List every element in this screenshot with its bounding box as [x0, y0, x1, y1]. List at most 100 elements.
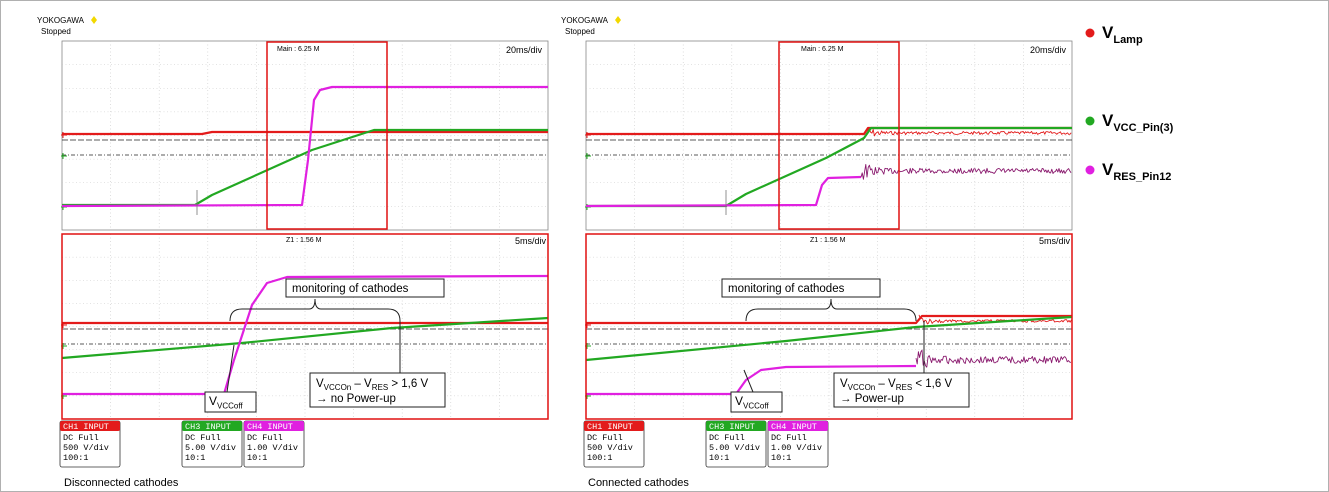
formula-box	[309, 372, 446, 408]
legend-label-main: V	[1102, 160, 1114, 179]
main-trace-res	[61, 85, 548, 208]
main-trace-res	[585, 175, 862, 208]
vccoff-box	[730, 391, 783, 413]
status-label: Stopped	[565, 27, 595, 36]
legend-dot-icon	[1085, 28, 1095, 38]
channel-coupling: DC Full	[185, 433, 221, 443]
formula-s2: RES	[896, 383, 912, 392]
monitoring-brace	[745, 298, 917, 322]
formula-s1: VCCOn	[848, 383, 876, 392]
channel-name: CH1 INPUT	[587, 422, 633, 432]
vccoff-label: VVCCoff	[209, 394, 243, 411]
legend-item-0: VLamp	[1085, 23, 1143, 46]
zoom-timebase: 5ms/div	[1039, 236, 1071, 246]
vccoff-box	[204, 391, 257, 413]
zoom-window-box	[778, 41, 900, 230]
legend-label: VLamp	[1102, 23, 1143, 46]
channel-probe: 10:1	[771, 453, 791, 463]
formula-rel: > 1,6 V	[388, 378, 428, 390]
zoom-window-box	[266, 41, 388, 230]
channel-name: CH3 INPUT	[709, 422, 755, 432]
scope-caption: Disconnected cathodes	[64, 477, 179, 489]
channel-box-header	[706, 421, 766, 431]
main-trace-res-noise	[860, 164, 1072, 180]
brand-label: YOKOGAWA	[561, 16, 609, 25]
formula-mid: – V	[351, 378, 372, 390]
brand-diamond-icon	[615, 16, 621, 24]
main-record-label: Main : 6.25 M	[801, 46, 844, 53]
vccoff-label-main: V	[735, 394, 743, 408]
zoom-timebase: 5ms/div	[515, 236, 547, 246]
zoom-trace-vcc	[585, 315, 1073, 362]
channel-coupling: DC Full	[709, 433, 745, 443]
main-trace-lamp-noise	[865, 127, 1072, 137]
formula-box	[833, 372, 970, 408]
ch3-marker	[61, 153, 67, 159]
monitoring-label: monitoring of cathodes	[292, 283, 409, 295]
zoom-record-label: Z1 : 1.56 M	[286, 237, 322, 244]
formula-line-1: VVCCOn – VRES > 1,6 V	[316, 378, 428, 392]
formula-s1: VCCOn	[324, 383, 352, 392]
channel-probe: 10:1	[247, 453, 267, 463]
legend-label-main: V	[1102, 23, 1114, 42]
channel-probe: 10:1	[709, 453, 729, 463]
zoom-screen-border	[585, 233, 1073, 420]
channel-name: CH3 INPUT	[185, 422, 231, 432]
channel-coupling: DC Full	[247, 433, 283, 443]
brand-diamond-icon	[91, 16, 97, 24]
channel-name: CH1 INPUT	[63, 422, 109, 432]
channel-box-header	[60, 421, 120, 431]
formula-line-2: → Power-up	[840, 393, 904, 405]
channel-probe: 100:1	[63, 453, 89, 463]
legend-label: VRES_Pin12	[1102, 160, 1171, 183]
main-timebase: 20ms/div	[506, 45, 543, 55]
legend-item-1: VVCC_Pin(3)	[1085, 111, 1174, 134]
ch3-marker	[585, 153, 591, 159]
zoom-record-label: Z1 : 1.56 M	[810, 237, 846, 244]
vccoff-label-sub: VCCoff	[743, 402, 769, 411]
legend-dot-icon	[1085, 116, 1095, 126]
channel-probe: 10:1	[185, 453, 205, 463]
legend-label-sub: RES_Pin12	[1113, 171, 1171, 183]
channel-scale: 500 V/div	[587, 443, 633, 453]
zoom-grid	[62, 234, 548, 419]
channel-box-header	[768, 421, 828, 431]
channel-scale: 5.00 V/div	[709, 443, 760, 453]
legend-label-sub: Lamp	[1113, 34, 1143, 46]
zoom-trace-res-noise	[915, 349, 1071, 368]
legend-label: VVCC_Pin(3)	[1102, 111, 1174, 134]
zoom-screen-border	[61, 233, 549, 420]
channel-probe: 100:1	[587, 453, 613, 463]
channel-scale: 1.00 V/div	[247, 443, 298, 453]
channel-box-header	[584, 421, 644, 431]
monitoring-brace	[229, 298, 401, 322]
channel-scale: 5.00 V/div	[185, 443, 236, 453]
channel-box-header	[244, 421, 304, 431]
legend-dot-icon	[1085, 165, 1095, 175]
monitoring-label-box	[285, 278, 445, 298]
legend-item-2: VRES_Pin12	[1085, 160, 1171, 183]
channel-coupling: DC Full	[587, 433, 623, 443]
monitoring-label: monitoring of cathodes	[728, 283, 845, 295]
scope-caption: Connected cathodes	[588, 477, 689, 489]
channel-name: CH4 INPUT	[247, 422, 293, 432]
channel-name: CH4 INPUT	[771, 422, 817, 432]
formula-mid: – V	[875, 378, 896, 390]
scope-left: YOKOGAWA Stopped Main : 6.25 M 20ms/div Z1 :…	[37, 16, 549, 489]
monitoring-label-box	[721, 278, 881, 298]
main-trace-lamp	[62, 130, 548, 136]
channel-box-header	[182, 421, 242, 431]
legend-label-main: V	[1102, 111, 1114, 130]
channel-coupling: DC Full	[771, 433, 807, 443]
formula-v1: V	[316, 378, 324, 390]
zoom-trace-lamp	[586, 314, 1072, 325]
